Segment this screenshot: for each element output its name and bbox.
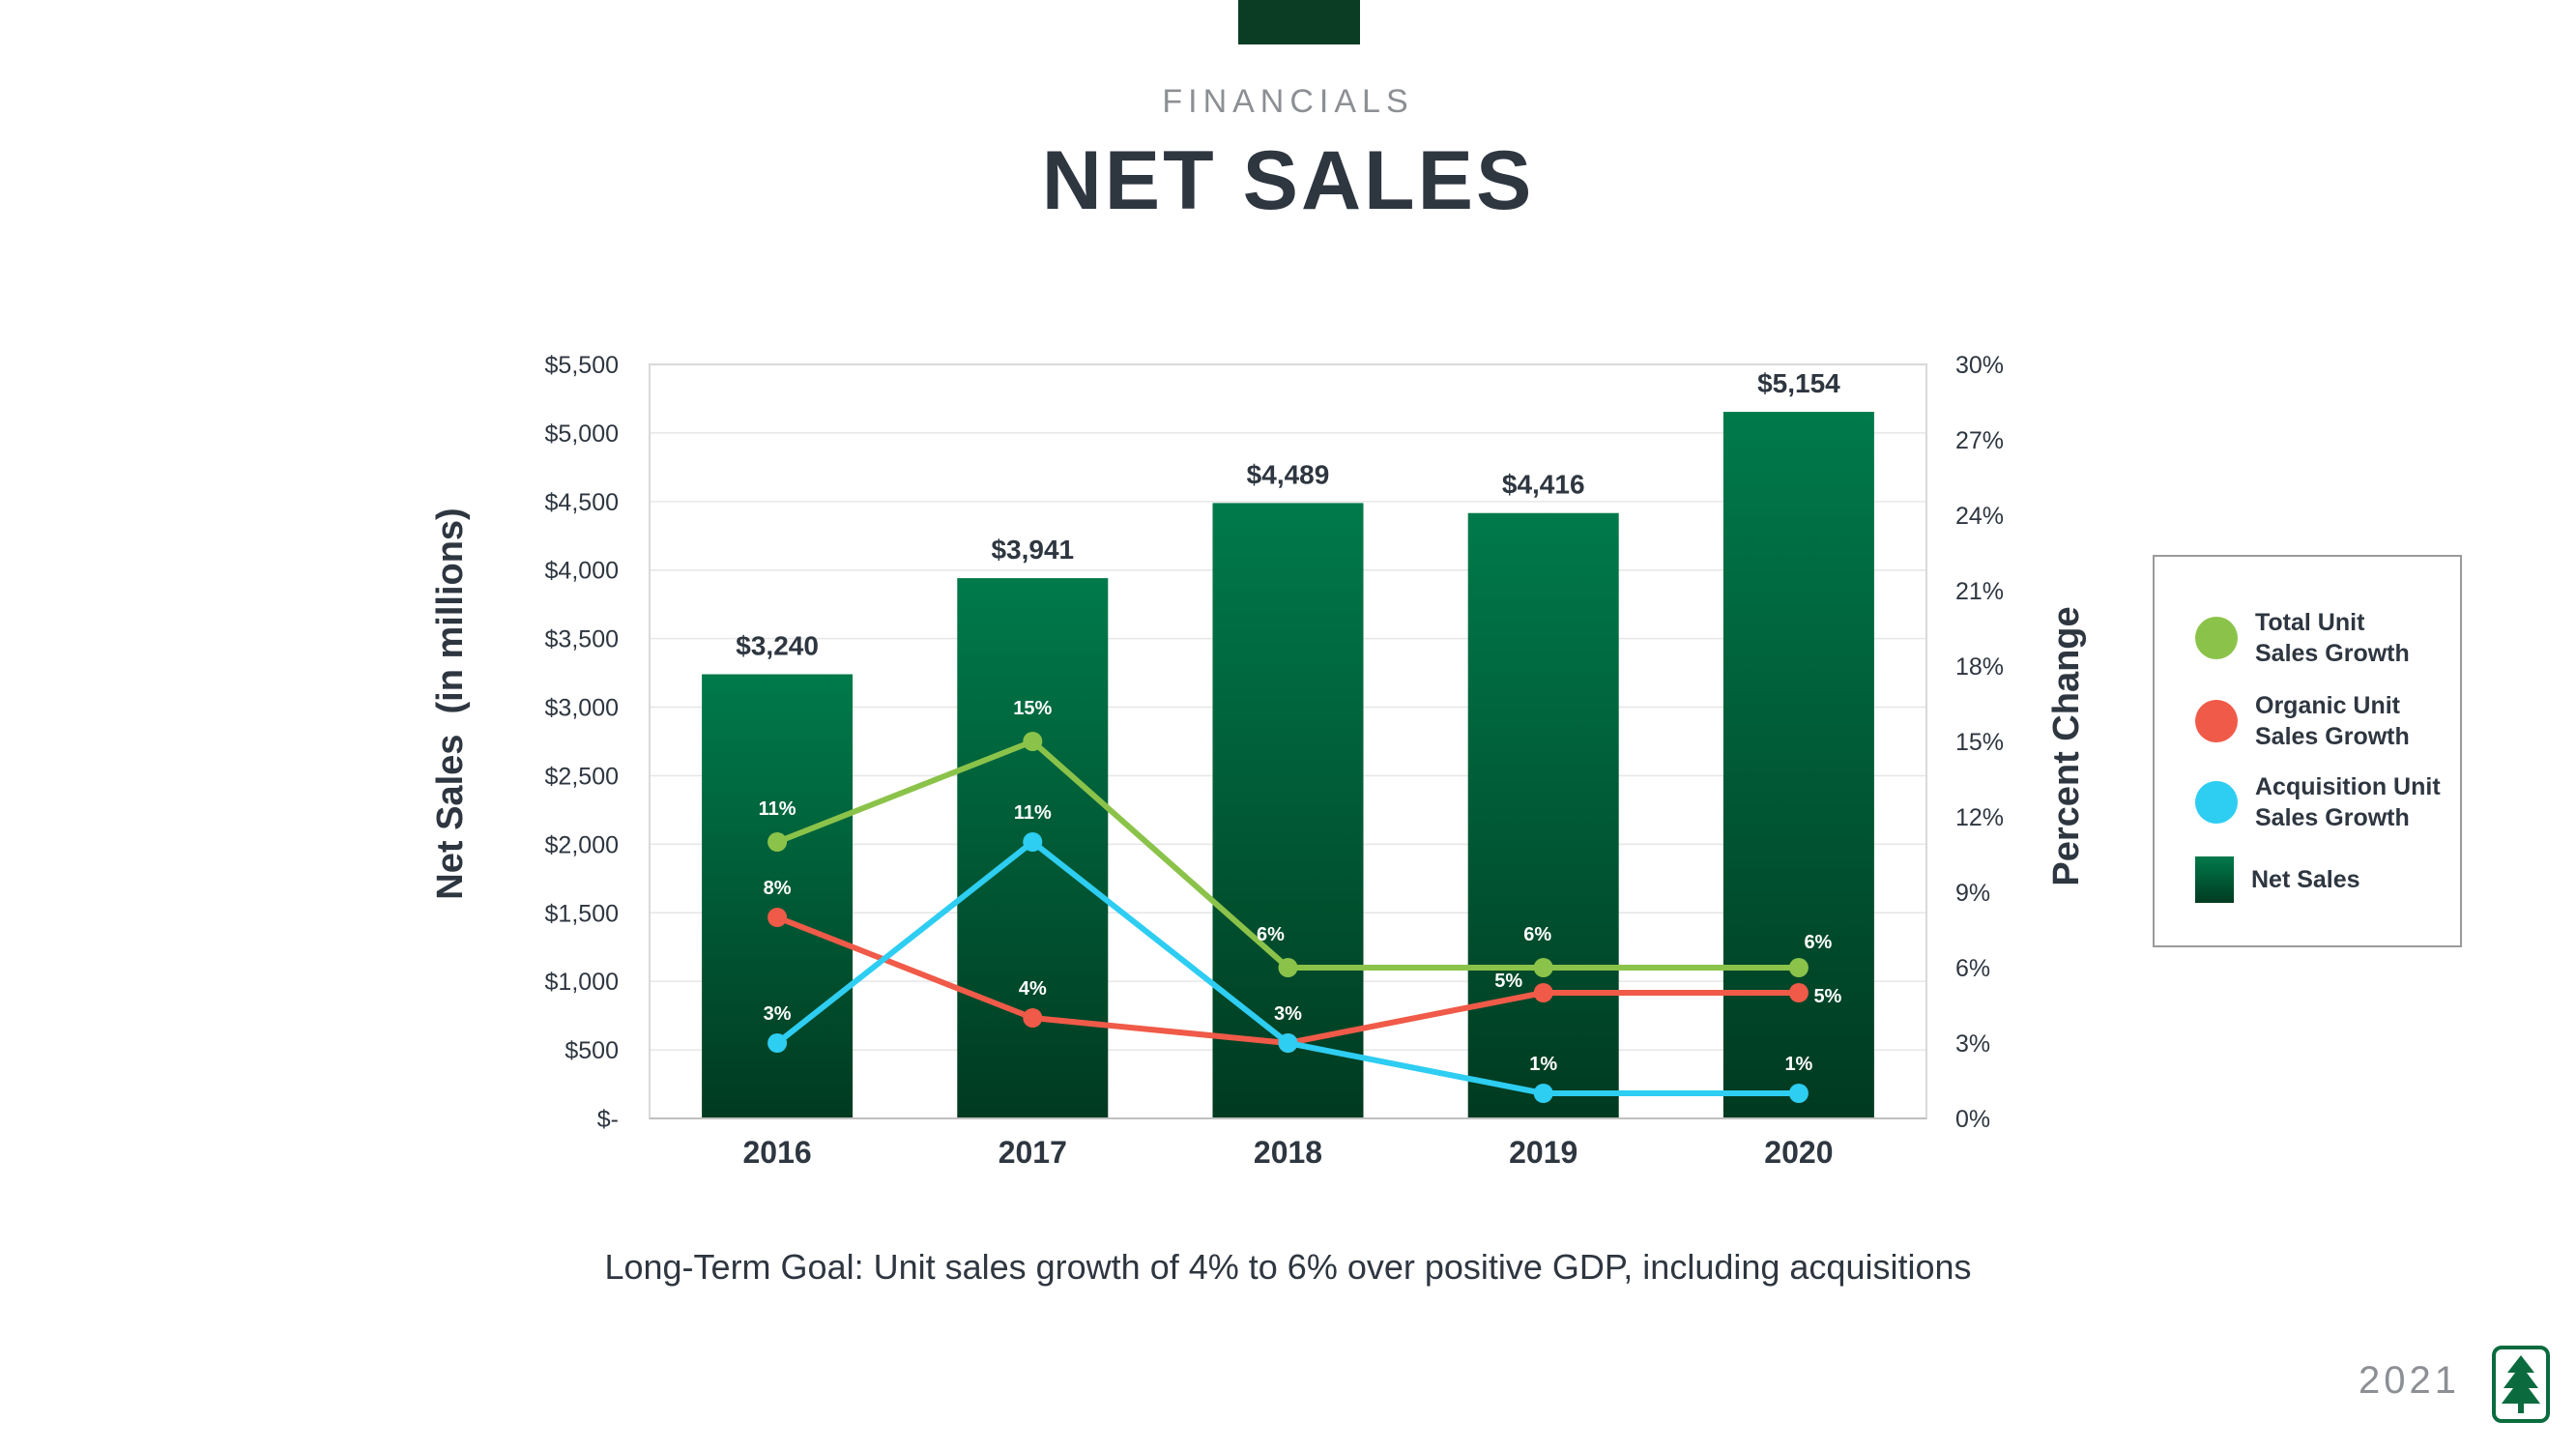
y-right-tick-label: 27% xyxy=(1955,427,2004,454)
net-sales-chart: $3,240 2016 $3,941 2017 $4,489 2018 $4,416 2019… xyxy=(430,352,2087,1170)
y-left-tick-label: $4,000 xyxy=(545,558,619,585)
y-left-tick-label: $2,500 xyxy=(545,763,619,790)
line-data-label: 5% xyxy=(1813,986,1841,1007)
y-left-tick-label: $4,500 xyxy=(545,489,619,516)
line-point xyxy=(1788,1084,1809,1103)
x-tick-label: 2019 xyxy=(1509,1135,1577,1170)
line-point xyxy=(1788,958,1809,977)
line-data-label: 15% xyxy=(1013,698,1052,719)
line-data-label: 6% xyxy=(1804,932,1832,953)
page-title: NET SALES xyxy=(1041,134,1535,227)
legend-item-organic: Organic Unit Sales Growth xyxy=(2195,690,2448,752)
line-data-label: 6% xyxy=(1523,924,1551,945)
legend-item-net-sales: Net Sales xyxy=(2195,856,2445,903)
legend-label-net-sales: Net Sales xyxy=(2251,866,2360,893)
line-point xyxy=(1278,1033,1298,1053)
line-data-label: 3% xyxy=(1274,1003,1302,1025)
report-year: 2021 xyxy=(2359,1359,2460,1402)
bar-value-label: $5,154 xyxy=(1757,368,1840,398)
legend-swatch-net-sales xyxy=(2195,856,2234,903)
line-point xyxy=(1278,958,1298,977)
long-term-goal-text: Long-Term Goal: Unit sales growth of 4% … xyxy=(604,1247,1972,1287)
legend-label-total-line2: Sales Growth xyxy=(2255,640,2410,667)
y-left-tick-label: $2,000 xyxy=(545,831,619,858)
y-right-tick-label: 15% xyxy=(1955,729,2004,756)
line-data-label: 1% xyxy=(1784,1054,1812,1075)
legend-dot-acquisition xyxy=(2195,781,2238,824)
line-point xyxy=(767,1033,788,1053)
chart-legend: Total Unit Sales Growth Organic Unit Sal… xyxy=(2153,555,2462,947)
y-right-tick-label: 30% xyxy=(1955,352,2004,379)
y-left-tick-label: $5,500 xyxy=(545,352,619,379)
line-data-label: 8% xyxy=(764,878,792,899)
y-right-tick-label: 21% xyxy=(1955,578,2004,605)
line-data-label: 6% xyxy=(1257,924,1285,945)
y-right-tick-label: 6% xyxy=(1955,955,1990,982)
line-point xyxy=(767,832,788,852)
line-point xyxy=(1533,983,1553,1002)
legend-label-acquisition-line2: Sales Growth xyxy=(2255,804,2410,831)
legend-dot-total xyxy=(2195,617,2238,659)
line-point xyxy=(1788,983,1809,1002)
legend-dot-organic xyxy=(2195,700,2238,742)
x-tick-label: 2016 xyxy=(743,1135,812,1170)
line-data-label: 4% xyxy=(1019,978,1047,1000)
bar-2018 xyxy=(1212,503,1364,1118)
line-point xyxy=(1533,958,1553,977)
line-data-label: 11% xyxy=(1014,802,1052,824)
legend-label-total-line1: Total Unit xyxy=(2255,609,2365,636)
y-left-tick-label: $3,500 xyxy=(545,626,619,653)
bar-value-label: $4,416 xyxy=(1502,470,1585,500)
y-left-tick-label: $1,000 xyxy=(545,969,619,996)
y-right-tick-label: 18% xyxy=(1955,653,2004,681)
line-data-label: 3% xyxy=(764,1003,792,1025)
bar-value-label: $3,941 xyxy=(991,535,1074,565)
y-left-tick-label: $1,500 xyxy=(545,900,619,927)
line-point xyxy=(1533,1084,1553,1103)
x-tick-label: 2017 xyxy=(999,1135,1067,1170)
tree-logo-icon xyxy=(2492,1346,2550,1423)
line-data-label: 1% xyxy=(1529,1054,1557,1075)
top-accent-tab xyxy=(1238,0,1360,44)
y-right-tick-label: 12% xyxy=(1955,804,2004,831)
x-tick-label: 2018 xyxy=(1254,1135,1322,1170)
line-data-label: 11% xyxy=(759,798,796,820)
bar-value-label: $4,489 xyxy=(1247,459,1330,489)
legend-label-acquisition-line1: Acquisition Unit xyxy=(2255,773,2441,800)
y-right-axis-title: Percent Change xyxy=(2046,606,2087,885)
line-data-label: 5% xyxy=(1494,971,1522,992)
y-left-tick-label: $3,000 xyxy=(545,695,619,722)
bar-value-label: $3,240 xyxy=(736,631,819,661)
legend-item-acquisition: Acquisition Unit Sales Growth xyxy=(2195,771,2448,833)
y-left-tick-label: $500 xyxy=(564,1037,619,1064)
line-point xyxy=(1023,732,1043,751)
line-point xyxy=(1023,1008,1043,1028)
legend-label-organic-line1: Organic Unit xyxy=(2255,692,2401,719)
y-right-tick-label: 24% xyxy=(1955,503,2004,530)
y-left-axis-title: Net Sales (in millions) xyxy=(430,508,471,899)
x-tick-label: 2020 xyxy=(1764,1135,1833,1170)
bar-2019 xyxy=(1467,512,1619,1118)
section-eyebrow: FINANCIALS xyxy=(1162,83,1414,120)
legend-item-total: Total Unit Sales Growth xyxy=(2195,607,2448,669)
y-left-tick-label: $- xyxy=(597,1106,619,1133)
y-left-tick-label: $5,000 xyxy=(545,420,619,448)
y-right-tick-label: 3% xyxy=(1955,1030,1990,1058)
y-right-tick-label: 0% xyxy=(1955,1106,1990,1133)
y-right-tick-label: 9% xyxy=(1955,880,1990,907)
bar-2020 xyxy=(1722,412,1874,1118)
line-point xyxy=(767,908,788,927)
legend-label-organic-line2: Sales Growth xyxy=(2255,723,2410,750)
line-point xyxy=(1023,832,1043,852)
